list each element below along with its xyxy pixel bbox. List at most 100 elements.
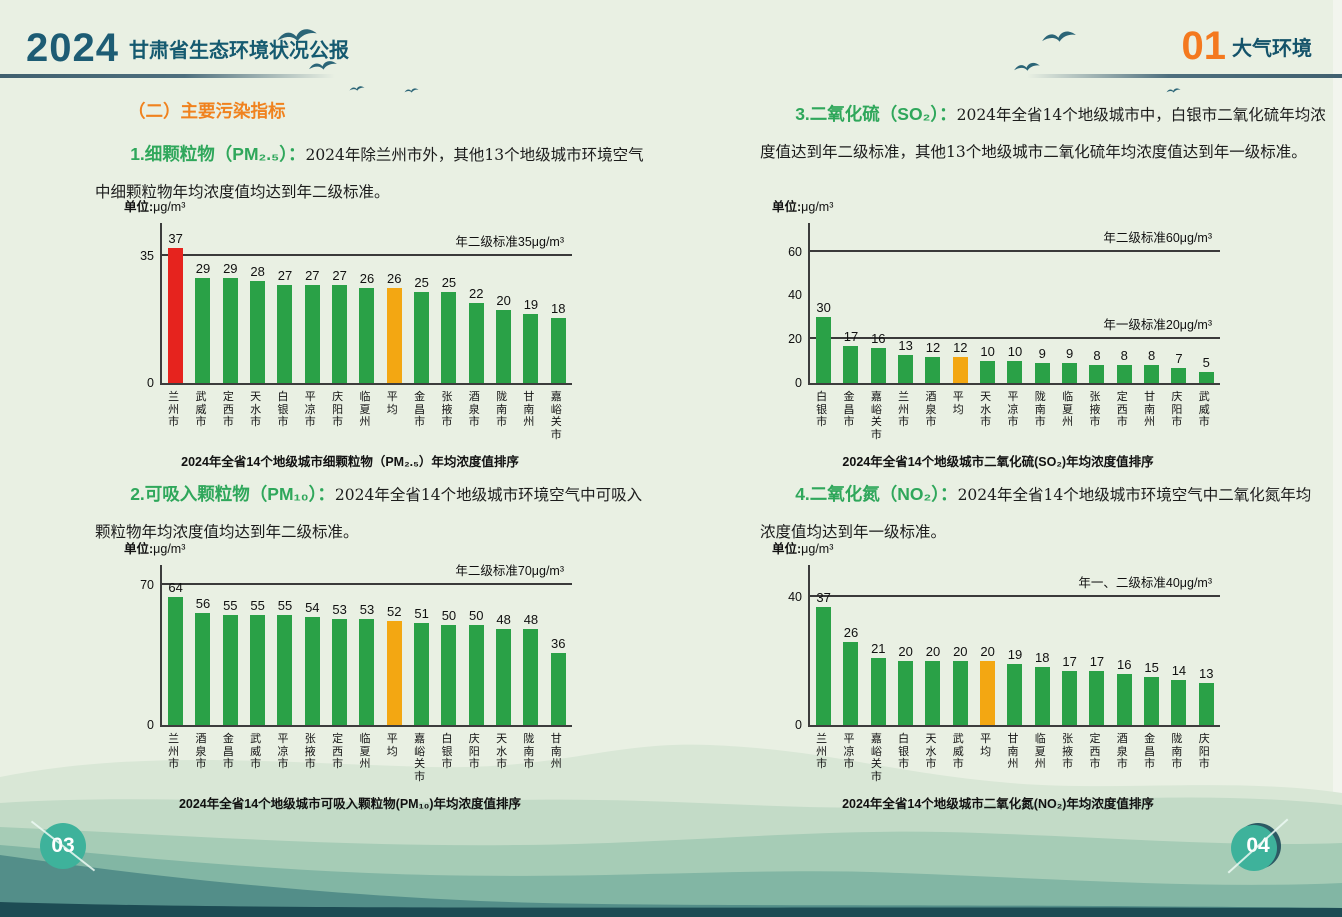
page-edge: [1333, 0, 1342, 917]
city-label: 甘南州: [523, 391, 535, 428]
bar-value-label: 17: [843, 328, 859, 344]
bar: [195, 613, 211, 725]
city-label: 张掖市: [1062, 733, 1074, 770]
bar-value-label: 7: [1175, 350, 1183, 366]
bar: [1198, 372, 1214, 383]
unit-label: 单位:μg/m³: [124, 200, 186, 214]
bird-icon: [404, 88, 419, 93]
bar: [980, 361, 996, 383]
plot-area: 0 35 年二级标准35μg/m³ 37 29 29 28 27 27 27 26 26 25 25 22 2…: [140, 223, 572, 390]
chart-caption: 2024年全省14个地级城市二氧化硫(SO₂)年均浓度值排序: [842, 455, 1154, 469]
bar: [441, 625, 457, 725]
bar-value-label: 20: [898, 644, 913, 659]
bar-value-label: 55: [277, 598, 293, 613]
header-rule-right: [1027, 74, 1342, 78]
bar-slot: 50: [463, 565, 490, 725]
bar-slot: 55: [217, 565, 244, 725]
bar-slot: 10: [1001, 223, 1028, 383]
section-heading: （二）主要污染指标: [128, 101, 286, 121]
bar: [816, 606, 832, 725]
bar-slot: 17: [837, 223, 864, 383]
city-label: 酒泉市: [1116, 733, 1128, 770]
standard-reference-line: [810, 337, 1220, 340]
bar-slot: 53: [326, 565, 353, 725]
pollutant-heading-pm10: 2.可吸入颗粒物（PM₁₀）：: [130, 484, 335, 504]
bar-value-label: 10: [980, 344, 995, 360]
bar-slot: 19: [1001, 565, 1028, 725]
bird-icon: [1166, 88, 1181, 93]
bar-value-label: 12: [925, 339, 941, 355]
city-label: 兰州市: [898, 391, 910, 428]
city-label: 定西市: [1089, 733, 1101, 770]
bar: [222, 277, 238, 383]
bar: [1116, 673, 1132, 725]
bar-slot: 7: [1165, 223, 1192, 383]
bar: [1089, 670, 1105, 725]
bar-slot: 37: [810, 565, 837, 725]
city-label: 庆阳市: [468, 733, 480, 770]
y-axis-tick: 0: [795, 718, 802, 732]
unit-label: 单位:μg/m³: [772, 542, 834, 556]
bar: [1007, 664, 1023, 725]
report-year: 2024: [26, 26, 119, 70]
bar-value-label: 64: [168, 580, 183, 595]
bar-slot: 16: [1111, 565, 1138, 725]
bar: [441, 292, 457, 383]
bar-value-label: 50: [441, 608, 457, 623]
bar-slot: 18: [545, 223, 572, 383]
city-label: 平均: [386, 391, 398, 416]
y-axis-tick: 40: [788, 590, 802, 604]
bar: [1062, 670, 1078, 725]
mountain-landscape: [0, 744, 1342, 917]
bar-value-label: 5: [1202, 355, 1210, 371]
pollutant-heading-no2: 4.二氧化氮（NO₂）：: [795, 484, 958, 504]
city-label: 嘉峪关市: [550, 391, 562, 441]
bar: [925, 661, 941, 725]
bird-icon: [1042, 31, 1076, 42]
city-label: 白银市: [898, 733, 910, 770]
bar-value-label: 20: [925, 644, 941, 659]
bar: [1171, 680, 1187, 725]
chart-no2: 单位:μg/m³ 0 40 年一、二级标准40μg/m³ 37 26 21 20 20 20 20 1…: [772, 538, 1224, 812]
standard-reference-line: [162, 253, 572, 256]
city-label: 庆阳市: [332, 391, 344, 428]
city-label: 酒泉市: [925, 391, 937, 428]
city-label: 陇南市: [523, 733, 535, 770]
city-labels: 兰州市 平凉市 嘉峪关市 白银市 天水市 武威市 平均 甘南州 临夏州 张掖市 定西市 酒泉市 金昌市 陇…: [808, 727, 1218, 787]
bar-value-label: 21: [871, 640, 886, 656]
bar: [925, 356, 941, 383]
bar: [898, 661, 914, 725]
bar: [496, 310, 512, 383]
bar: [414, 623, 430, 725]
bar-slot: 13: [1193, 565, 1220, 725]
standard-reference-label: 年一、二级标准40μg/m³: [1078, 576, 1212, 590]
bar-slot: 20: [490, 223, 517, 383]
bar-value-label: 51: [414, 606, 429, 621]
city-label: 平凉市: [1007, 391, 1019, 428]
city-label: 武威市: [195, 391, 207, 428]
y-axis-tick: 20: [788, 332, 802, 347]
page-number-right: 04: [1231, 823, 1281, 871]
bar-slot: 12: [919, 223, 946, 383]
bar-slot: 13: [892, 223, 919, 383]
city-label: 酒泉市: [468, 391, 480, 428]
city-label: 嘉峪关市: [870, 391, 882, 441]
bar-value-label: 52: [387, 604, 402, 619]
bar-value-label: 36: [551, 636, 566, 651]
bar: [468, 303, 484, 383]
city-label: 平凉市: [304, 391, 316, 428]
standard-reference-label: 年二级标准35μg/m³: [455, 234, 564, 249]
bar-slot: 8: [1111, 223, 1138, 383]
bar: [386, 288, 402, 383]
bar: [359, 619, 375, 725]
bar: [168, 597, 184, 725]
bar-value-label: 9: [1066, 346, 1074, 362]
bar-value-label: 13: [1199, 666, 1214, 682]
bar-value-label: 26: [359, 271, 375, 287]
bar-value-label: 48: [523, 612, 539, 627]
bar-value-label: 8: [1120, 348, 1128, 364]
bar-slot: 9: [1029, 223, 1056, 383]
bar-slot: 16: [865, 223, 892, 383]
bar-slot: 9: [1056, 223, 1083, 383]
standard-reference-line: [810, 249, 1220, 252]
